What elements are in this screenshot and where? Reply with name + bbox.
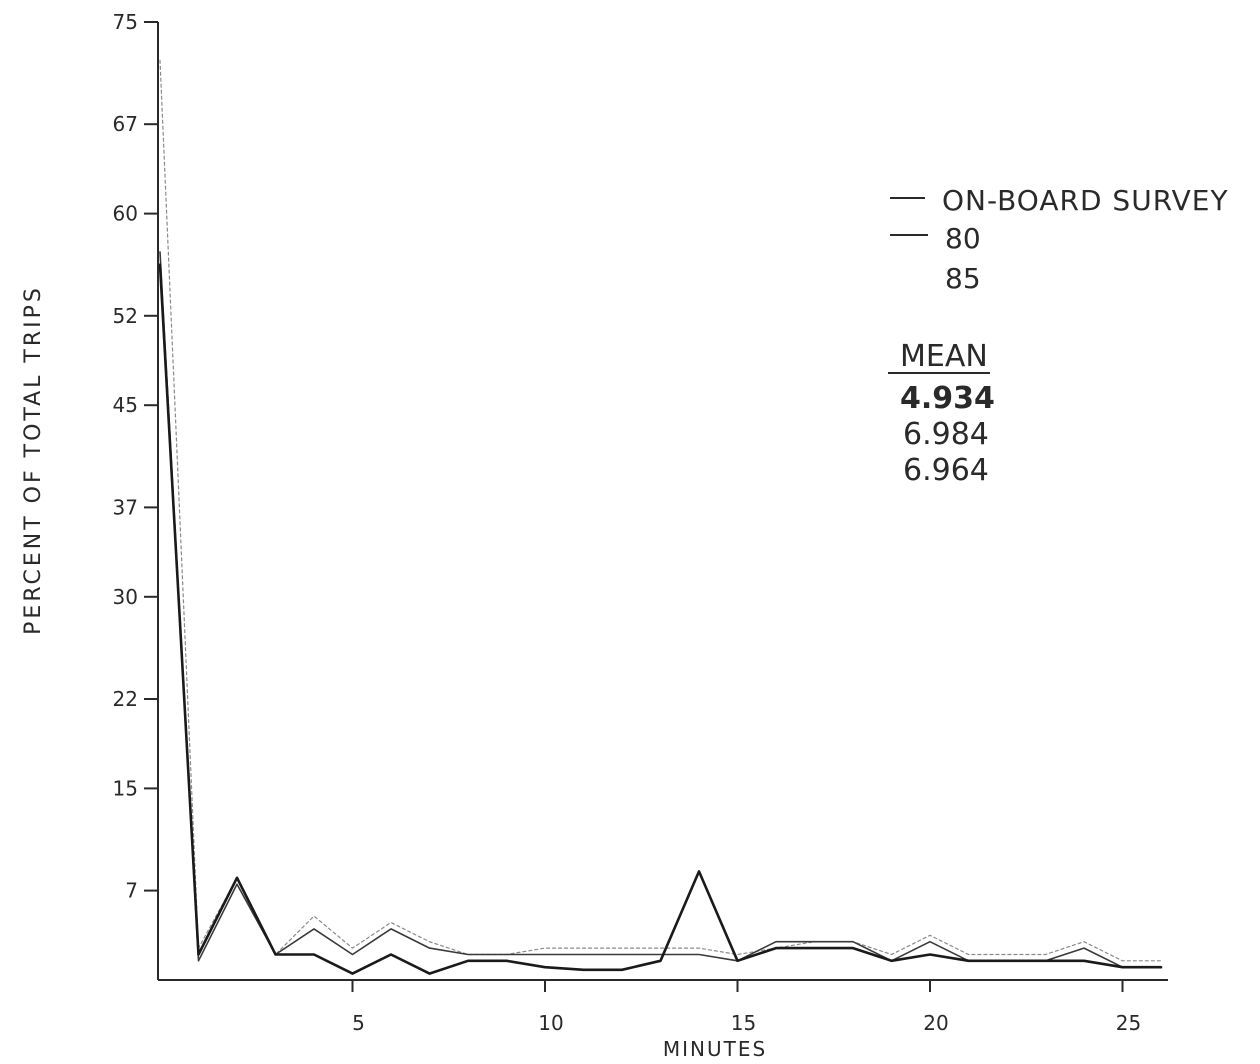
mean-value-on-board-survey: 4.934 — [900, 381, 995, 416]
series-line-80 — [159, 251, 1162, 969]
y-tick-label: 52 — [113, 304, 138, 328]
y-tick-label: 75 — [113, 10, 138, 34]
y-ticks: 7 15 22 30 37 45 52 60 67 75 — [113, 10, 158, 903]
legend-label-80: 80 — [945, 222, 981, 255]
mean-value-85: 6.964 — [903, 453, 989, 488]
legend-label-85: 85 — [945, 262, 981, 295]
x-tick-label: 10 — [538, 1011, 563, 1035]
y-tick-label: 7 — [125, 879, 138, 903]
x-ticks: 5 10 15 20 25 — [351, 980, 1141, 1035]
x-tick-label: 20 — [923, 1011, 948, 1035]
y-tick-label: 37 — [113, 495, 138, 519]
series-layer — [158, 59, 1163, 975]
series-line-85 — [159, 59, 1162, 962]
axes — [157, 22, 1168, 981]
y-tick-label: 60 — [113, 202, 138, 226]
y-axis-label: PERCENT OF TOTAL TRIPS — [21, 285, 46, 635]
x-axis-label: MINUTES — [663, 1037, 767, 1061]
x-tick-label: 5 — [352, 1011, 365, 1035]
series-line-on-board-survey — [158, 263, 1163, 975]
y-tick-label: 67 — [113, 112, 138, 136]
y-tick-label: 22 — [113, 687, 138, 711]
x-tick-label: 25 — [1116, 1011, 1141, 1035]
y-tick-label: 45 — [113, 393, 138, 417]
y-tick-label: 30 — [113, 585, 138, 609]
x-tick-label: 15 — [731, 1011, 756, 1035]
mean-value-80: 6.984 — [903, 417, 989, 452]
y-tick-label: 15 — [113, 776, 138, 800]
legend: ON-BOARD SURVEY 80 85 MEAN 4.934 6.984 6… — [888, 184, 1229, 488]
mean-header: MEAN — [900, 339, 988, 374]
legend-label-on-board-survey: ON-BOARD SURVEY — [942, 184, 1229, 217]
